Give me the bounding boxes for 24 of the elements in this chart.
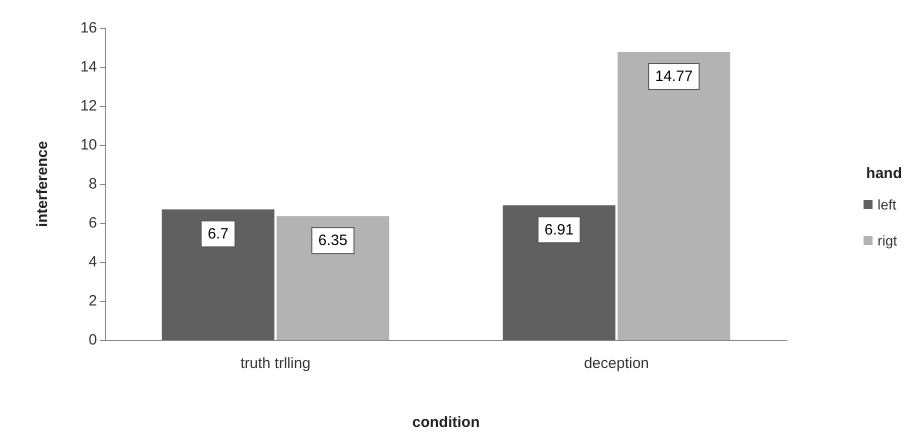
y-tick-label: 12 (80, 98, 97, 114)
data-label: 6.7 (208, 225, 229, 242)
y-tick-label: 0 (88, 332, 97, 348)
data-label: 6.35 (318, 232, 348, 250)
y-tick-label: 2 (88, 292, 97, 310)
y-axis-title: interference (34, 141, 51, 227)
data-label: 6.91 (544, 221, 574, 238)
x-tick-label: deception (584, 355, 650, 372)
x-axis-title: condition (412, 414, 480, 431)
bar (502, 205, 616, 340)
bar (276, 216, 390, 340)
y-tick-label: 10 (80, 136, 97, 154)
x-tick-label: truth trlling (240, 355, 311, 372)
data-label: 14.77 (655, 68, 693, 85)
legend-title: hand (866, 165, 902, 182)
y-tick-label: 14 (80, 58, 97, 76)
y-tick-label: 8 (88, 176, 97, 192)
y-tick-label: 6 (88, 214, 97, 232)
bar (162, 209, 274, 340)
bar (618, 52, 730, 340)
legend-label: left (878, 196, 896, 212)
y-tick-label: 4 (88, 254, 97, 270)
y-tick-label: 16 (80, 20, 97, 36)
legend-label: rigt (878, 232, 898, 248)
